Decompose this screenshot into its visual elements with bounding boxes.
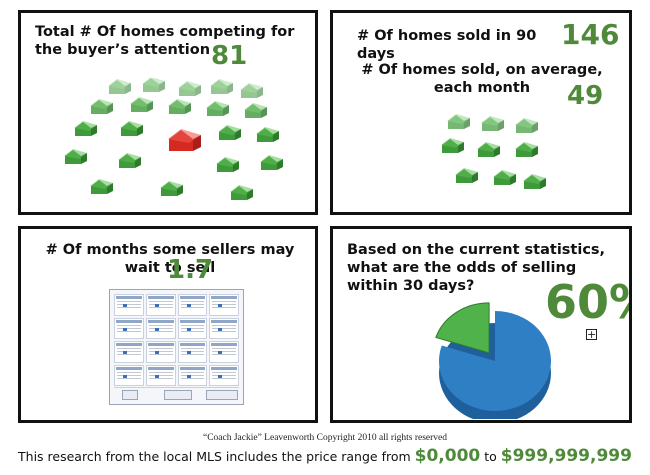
house-icon xyxy=(178,81,201,96)
house-icon xyxy=(142,78,165,92)
months-wait-value: 1.7 xyxy=(167,255,214,285)
house-icon xyxy=(493,170,516,185)
homes-sold-panel: # Of homes sold in 90 days 146 # Of home… xyxy=(330,10,632,215)
house-icon xyxy=(230,185,253,200)
house-icon xyxy=(64,149,87,164)
house-icon xyxy=(256,127,279,142)
price-high: $999,999,999 xyxy=(500,446,632,466)
house-icon xyxy=(90,179,113,194)
houses-illustration xyxy=(64,78,283,200)
house-icon xyxy=(218,125,241,140)
house-icon xyxy=(206,101,229,116)
months-wait-title: # Of months some sellers may wait to sel… xyxy=(45,242,295,276)
house-icon xyxy=(481,116,504,131)
house-icon xyxy=(515,118,538,133)
homes-competing-value: 81 xyxy=(211,41,248,71)
copyright-credit: “Coach Jackie” Leavenworth Copyright 201… xyxy=(202,433,448,443)
odds-value: 60% xyxy=(545,275,629,329)
house-icon xyxy=(160,181,183,196)
homes-sold-90-title: # Of homes sold in 90 days xyxy=(357,28,537,62)
house-icon xyxy=(523,174,546,189)
homes-sold-avg-value: 49 xyxy=(567,81,604,111)
homes-sold-90-value: 146 xyxy=(561,18,620,51)
house-icon xyxy=(477,142,500,157)
footer-text-before: This research from the local MLS include… xyxy=(18,449,415,464)
homes-competing-title: Total # Of homes competing for the buyer… xyxy=(35,24,295,58)
homes-competing-panel: Total # Of homes competing for the buyer… xyxy=(18,10,318,215)
house-icon xyxy=(130,97,153,112)
price-low: $0,000 xyxy=(414,446,481,466)
house-icon xyxy=(455,168,478,183)
house-icon xyxy=(120,121,143,136)
house-icon xyxy=(90,99,113,114)
homes-sold-avg-title: # Of homes sold, on average, each month xyxy=(361,62,603,96)
house-icon xyxy=(240,83,263,98)
house-icon xyxy=(74,121,97,136)
pie-slice-exploded xyxy=(435,302,490,354)
footer-text-mid: to xyxy=(480,449,501,464)
plus-box-icon[interactable]: + xyxy=(586,328,597,341)
house-icon xyxy=(168,99,191,114)
pie-slice-main xyxy=(439,311,551,411)
months-wait-panel: # Of months some sellers may wait to sel… xyxy=(18,226,318,423)
odds-title: Based on the current statistics, what ar… xyxy=(347,242,606,294)
footer-price-range: This research from the local MLS include… xyxy=(0,446,650,466)
house-icon xyxy=(210,79,233,94)
odds-panel: Based on the current statistics, what ar… xyxy=(330,226,632,423)
house-icon xyxy=(244,103,267,118)
house-icon xyxy=(260,155,283,170)
houses-small-illustration xyxy=(441,114,546,189)
house-icon xyxy=(447,114,470,129)
house-icon xyxy=(168,129,201,151)
house-icon xyxy=(441,138,464,153)
house-icon xyxy=(118,153,141,168)
calendar-icon xyxy=(109,289,244,405)
house-icon xyxy=(216,157,239,172)
house-icon xyxy=(108,79,131,94)
pie-chart-icon xyxy=(435,302,551,419)
house-icon xyxy=(515,142,538,157)
